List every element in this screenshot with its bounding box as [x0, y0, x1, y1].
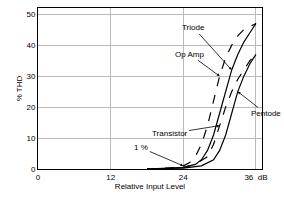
svg-text:12: 12	[106, 173, 115, 182]
svg-text:0: 0	[31, 165, 36, 174]
svg-text:Op Amp: Op Amp	[175, 50, 204, 59]
svg-text:50: 50	[26, 10, 35, 19]
svg-text:0: 0	[36, 173, 41, 182]
svg-text:36 dB: 36 dB	[244, 173, 267, 182]
svg-text:Triode: Triode	[182, 23, 205, 32]
svg-text:30: 30	[26, 72, 35, 81]
svg-text:20: 20	[26, 103, 35, 112]
svg-text:Relative Input Level: Relative Input Level	[115, 182, 185, 191]
svg-text:Pentode: Pentode	[251, 109, 281, 118]
svg-text:10: 10	[26, 134, 35, 143]
svg-text:Transistor: Transistor	[152, 129, 188, 138]
svg-text:1 %: 1 %	[134, 143, 148, 152]
svg-text:24: 24	[179, 173, 188, 182]
svg-text:40: 40	[26, 41, 35, 50]
svg-text:% THD: % THD	[15, 75, 24, 101]
